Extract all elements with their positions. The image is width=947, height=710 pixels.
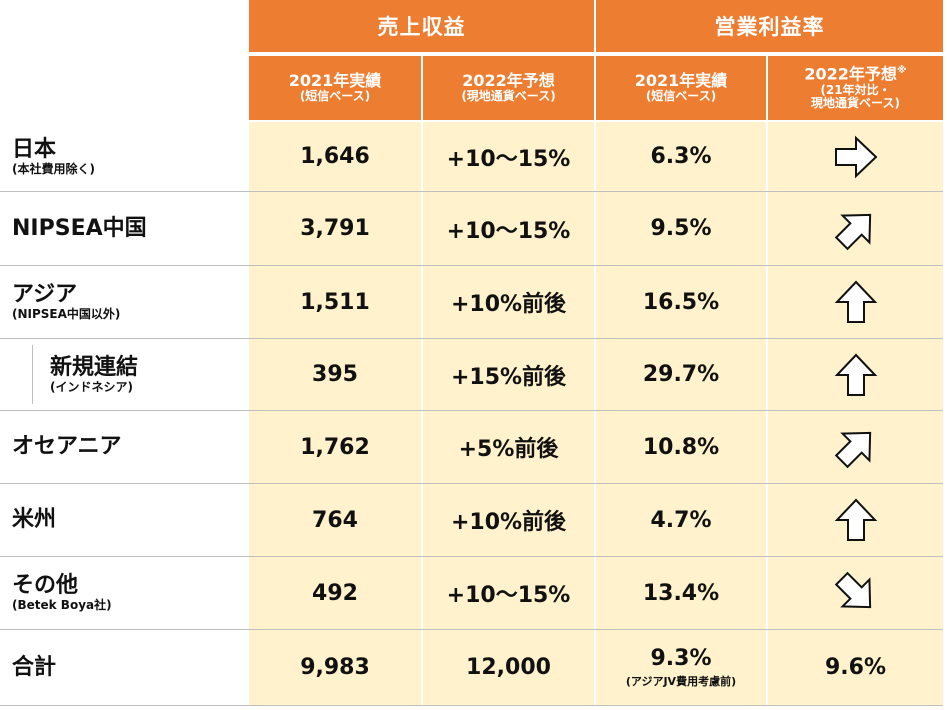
row-label: 新規連結 (インドネシア) (50, 339, 138, 410)
forecast-revenue-cell: +10〜15% (423, 557, 594, 629)
region-name: 新規連結 (50, 354, 139, 380)
region-name: 米州 (12, 507, 57, 533)
total-margin-value: 9.3% (650, 646, 712, 671)
forecast-revenue-cell: +10〜15% (423, 122, 594, 191)
row-label: 日本 (本社費用除く) (12, 122, 95, 191)
region-note: (NIPSEA中国以外) (12, 307, 121, 322)
margin-trend-cell (768, 266, 943, 338)
total-forecast-revenue-cell: 12,000 (423, 630, 594, 705)
forecast-revenue-cell: +10%前後 (423, 266, 594, 338)
up-right-arrow-icon (834, 213, 871, 250)
actual-revenue-cell: 1,762 (249, 411, 421, 483)
subheader-main: 2021年実績 (288, 70, 382, 90)
subheader-main: 2022年予想 (462, 70, 555, 90)
subheader-2021-actual-revenue: 2021年実績 (短信ベース) (249, 56, 421, 120)
row-label: アジア (NIPSEA中国以外) (12, 266, 120, 338)
revenue-header: 売上収益 (249, 0, 594, 52)
table-row: NIPSEA中国 3,791 +10〜15% 9.5% (0, 192, 943, 266)
region-note: (本社費用除く) (12, 161, 95, 176)
actual-margin-cell: 10.8% (596, 411, 766, 483)
margin-trend-cell (768, 339, 943, 410)
region-name: オセアニア (12, 434, 122, 460)
actual-revenue-cell: 1,511 (249, 266, 421, 338)
table-row: その他 (Betek Boya社) 492 +10〜15% 13.4% (0, 557, 943, 630)
margin-trend-cell (768, 484, 943, 556)
table-row-total: 合計 9,983 12,000 9.3% (アジアJV費用考慮前) 9.6% (0, 630, 943, 706)
subheader-main: 2021年実績 (634, 70, 728, 90)
table-row: オセアニア 1,762 +5%前後 10.8% (0, 411, 943, 484)
subheader-main-text: 2022年予想 (804, 64, 897, 84)
table-row: 日本 (本社費用除く) 1,646 +10〜15% 6.3% (0, 122, 943, 192)
margin-trend-cell (768, 557, 943, 629)
actual-revenue-cell: 1,646 (249, 122, 421, 191)
subheader-2022-forecast-margin: 2022年予想※ (21年対比・ 現地通貨ベース) (768, 56, 943, 120)
subheader-note: (短信ベース) (645, 89, 717, 104)
region-name: その他 (12, 573, 79, 599)
table-row: アジア (NIPSEA中国以外) 1,511 +10%前後 16.5% (0, 266, 943, 339)
subheader-note-2: 現地通貨ベース) (811, 96, 900, 111)
region-note: (インドネシア) (50, 379, 133, 394)
subheader-main: 2022年予想※ (804, 64, 907, 84)
margin-trend-cell (768, 411, 943, 483)
subheader-2022-forecast-revenue: 2022年予想 (現地通貨ベース) (423, 56, 594, 120)
down-right-arrow-icon (834, 571, 871, 609)
actual-margin-cell: 6.3% (596, 122, 766, 191)
row-label: NIPSEA中国 (12, 192, 147, 265)
table-row: 新規連結 (インドネシア) 395 +15%前後 29.7% (0, 339, 943, 411)
actual-margin-cell: 16.5% (596, 266, 766, 338)
actual-revenue-cell: 3,791 (249, 192, 421, 265)
total-actual-revenue-cell: 9,983 (249, 630, 421, 705)
subheader-note: (現地通貨ベース) (461, 89, 556, 104)
actual-revenue-cell: 492 (249, 557, 421, 629)
up-arrow-icon (834, 280, 877, 323)
total-actual-margin-cell: 9.3% (アジアJV費用考慮前) (596, 630, 766, 705)
row-label: オセアニア (12, 411, 122, 483)
actual-margin-cell: 29.7% (596, 339, 766, 410)
forecast-revenue-cell: +15%前後 (423, 339, 594, 410)
actual-margin-cell: 9.5% (596, 192, 766, 265)
subheader-2021-actual-margin: 2021年実績 (短信ベース) (596, 56, 766, 120)
indent-divider (32, 345, 33, 404)
region-name: アジア (12, 282, 78, 308)
up-arrow-icon (834, 498, 877, 541)
margin-trend-cell (768, 192, 943, 265)
forecast-revenue-cell: +10〜15% (423, 192, 594, 265)
up-arrow-icon (834, 353, 877, 396)
row-label: 合計 (12, 630, 56, 705)
actual-revenue-cell: 395 (249, 339, 421, 410)
forecast-revenue-cell: +10%前後 (423, 484, 594, 556)
region-name: NIPSEA中国 (12, 215, 147, 241)
forecast-revenue-cell: +5%前後 (423, 411, 594, 483)
up-right-arrow-icon (834, 431, 871, 469)
row-label: 米州 (12, 484, 56, 556)
op-margin-header: 営業利益率 (596, 0, 943, 52)
actual-margin-cell: 4.7% (596, 484, 766, 556)
right-arrow-icon (834, 135, 877, 178)
row-label: その他 (Betek Boya社) (12, 557, 112, 629)
total-forecast-margin-cell: 9.6% (768, 630, 943, 705)
total-margin-note: (アジアJV費用考慮前) (625, 675, 737, 688)
actual-revenue-cell: 764 (249, 484, 421, 556)
region-note: (Betek Boya社) (12, 598, 112, 613)
subheader-note-1: (21年対比・ (820, 82, 891, 97)
margin-trend-cell (768, 122, 943, 191)
table-row: 米州 764 +10%前後 4.7% (0, 484, 943, 557)
region-name: 日本 (12, 136, 57, 162)
subheader-note: (短信ベース) (299, 89, 371, 104)
actual-margin-cell: 13.4% (596, 557, 766, 629)
total-label: 合計 (12, 654, 57, 680)
footnote-mark: ※ (896, 64, 907, 76)
